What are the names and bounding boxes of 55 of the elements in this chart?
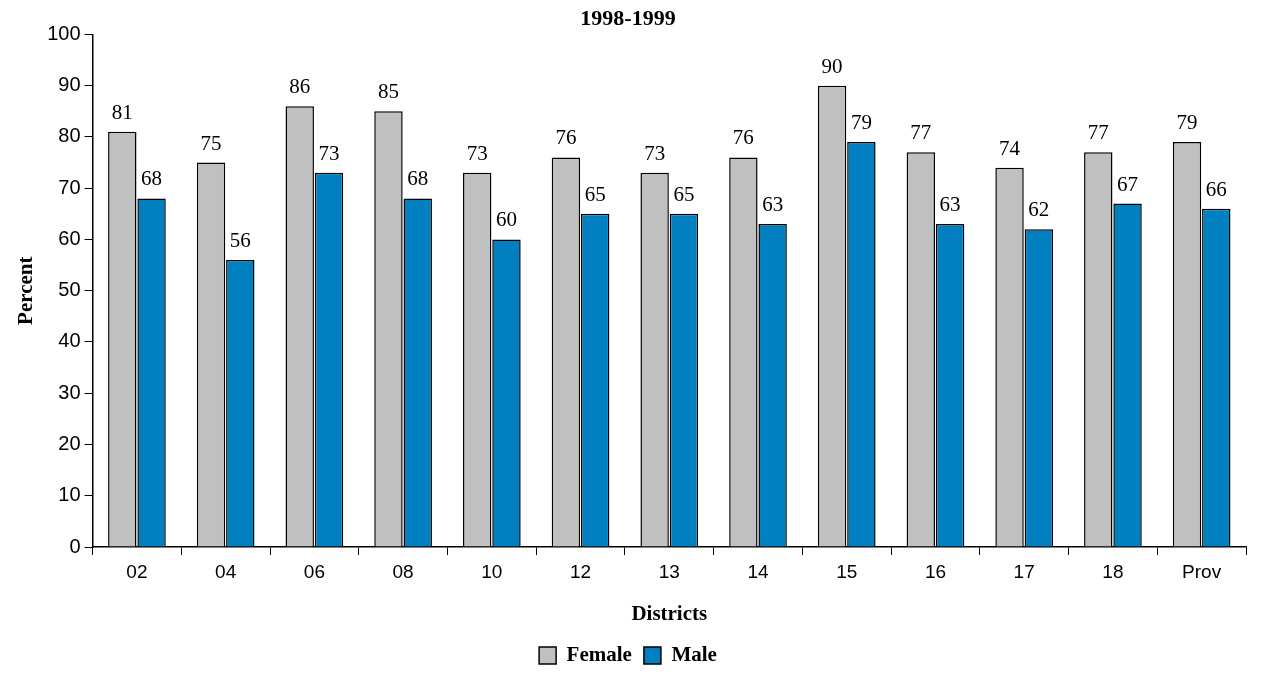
x-tick-label: Prov	[1182, 560, 1222, 582]
data-label: 67	[1117, 171, 1139, 196]
x-tick-label: 17	[1013, 560, 1035, 582]
x-tick-label: 06	[303, 560, 325, 582]
data-label: 63	[939, 192, 961, 217]
data-label: 65	[584, 181, 606, 206]
legend-label: Male	[671, 641, 717, 666]
y-tick-label: 20	[58, 432, 81, 454]
y-tick-label: 40	[58, 329, 81, 352]
y-tick-label: 60	[58, 226, 81, 249]
data-label: 73	[318, 140, 340, 165]
data-label: 66	[1205, 176, 1227, 201]
data-label: 79	[850, 110, 872, 135]
x-tick-label: 13	[658, 560, 680, 582]
data-label: 81	[111, 99, 133, 124]
data-label: 68	[407, 166, 429, 191]
data-label: 65	[673, 181, 695, 206]
data-label: 76	[555, 125, 577, 150]
chart-title: 1998-1999	[580, 4, 676, 30]
data-label: 63	[762, 192, 784, 217]
y-tick-label: 70	[58, 175, 81, 198]
y-tick-label: 10	[58, 483, 81, 506]
x-tick-label: 12	[569, 560, 592, 582]
x-tick-label: 15	[836, 560, 858, 582]
y-tick-label: 30	[58, 380, 81, 403]
y-tick-label: 50	[58, 278, 81, 301]
data-label: 74	[999, 135, 1021, 160]
y-tick-label: 0	[69, 534, 81, 557]
x-tick-label: 10	[481, 560, 503, 582]
x-tick-label: 08	[392, 560, 414, 582]
data-label: 77	[1087, 120, 1109, 145]
data-label: 85	[377, 79, 399, 104]
data-label: 75	[200, 130, 222, 155]
x-tick-label: 02	[126, 560, 148, 582]
x-tick-label: 18	[1102, 560, 1124, 582]
data-label: 56	[229, 227, 251, 252]
data-label: 73	[644, 140, 666, 165]
data-label: 68	[141, 166, 163, 191]
x-tick-label: 16	[924, 560, 947, 582]
legend-label: Female	[566, 641, 632, 666]
data-label: 79	[1176, 110, 1198, 135]
y-axis-title: Percent	[13, 256, 38, 325]
data-label: 62	[1028, 197, 1050, 222]
y-tick-label: 90	[58, 73, 81, 96]
data-label: 60	[495, 207, 517, 232]
x-tick-label: 14	[747, 560, 770, 582]
x-tick-label: 04	[215, 560, 237, 582]
x-axis-title: Districts	[631, 600, 708, 625]
data-label: 90	[821, 53, 843, 78]
y-tick-label: 100	[47, 21, 81, 44]
y-tick-label: 80	[58, 124, 81, 147]
data-label: 77	[910, 120, 932, 145]
data-label: 86	[289, 74, 311, 99]
data-label: 73	[466, 140, 488, 165]
data-label: 76	[732, 125, 754, 150]
